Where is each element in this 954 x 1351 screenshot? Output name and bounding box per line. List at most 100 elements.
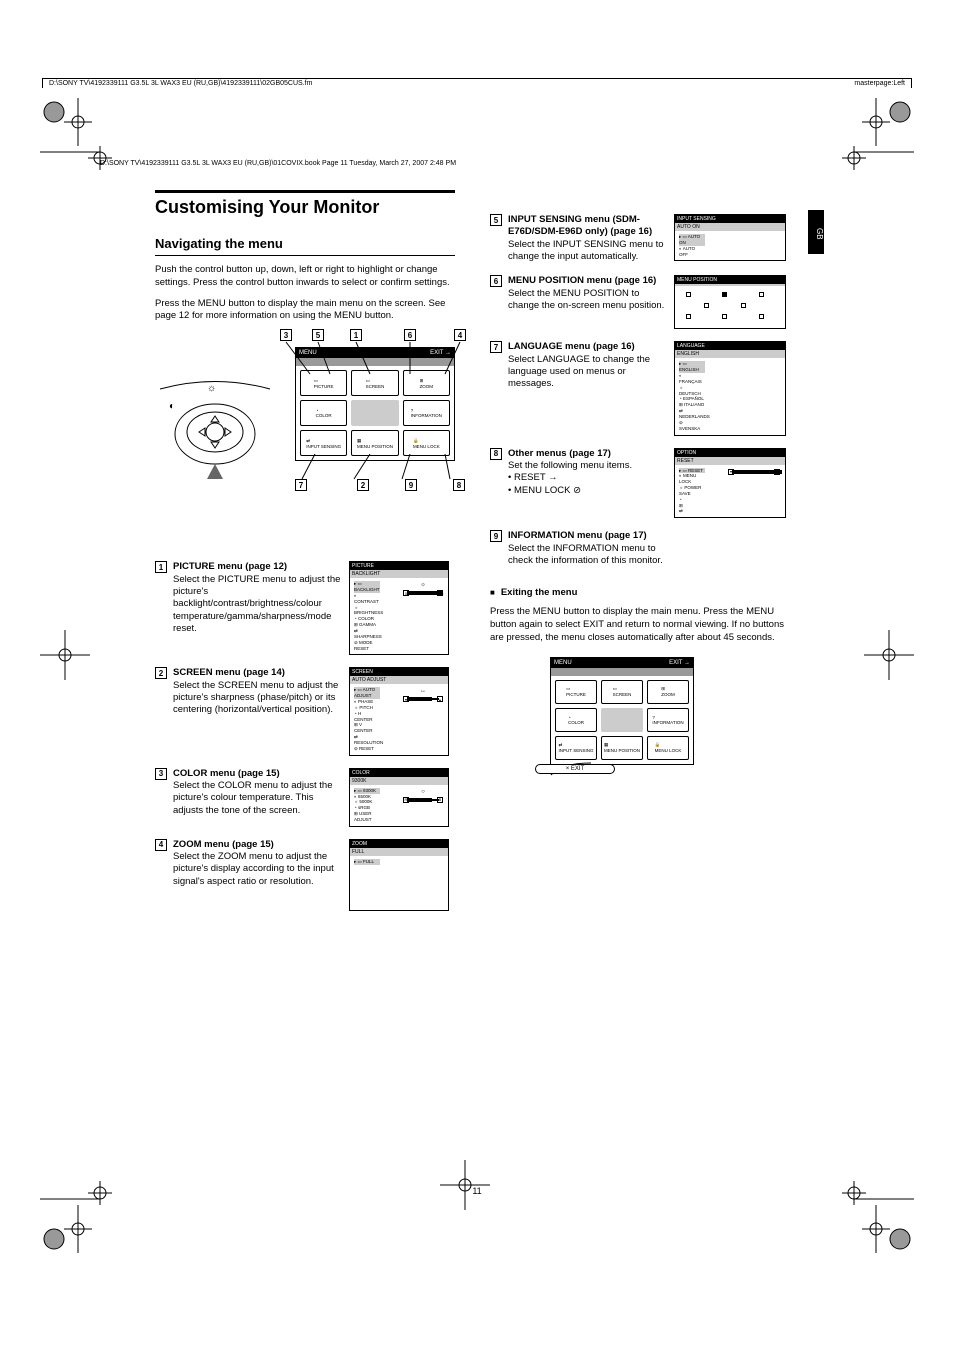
callout-5: 5 [312, 329, 324, 341]
mini-screen: PICTUREBACKLIGHT▸ ▭ BACKLIGHT ◐ CONTRAST… [349, 561, 449, 655]
step-text: INPUT SENSING menu (SDM-E76D/SDM-E96D on… [508, 214, 668, 263]
menu-cell-screen[interactable]: ▭SCREEN [351, 370, 398, 396]
mini-screen: MENU POSITION [674, 275, 786, 329]
right-column: 5 INPUT SENSING menu (SDM-E76D/SDM-E96D o… [490, 202, 790, 765]
menu-cell-language[interactable] [351, 400, 398, 426]
menu-cell-zoom[interactable]: ⊞ZOOM [403, 370, 450, 396]
callout-6: 6 [404, 329, 416, 341]
step-num: 3 [155, 768, 167, 780]
exit-menu-title: MENU EXIT → [551, 658, 693, 668]
mini-screen: OPTIONRESET▸ ▭ RESET ◐ MENU LOCK ☼ POWER… [674, 448, 786, 519]
left-column: Customising Your Monitor Navigating the … [155, 190, 455, 911]
mini-screen: ZOOMFULL▸ ▭ FULL [349, 839, 449, 911]
exit-cell[interactable]: ⇄INPUT SENSING [555, 736, 597, 760]
menu-cell-picture[interactable]: ▭PICTURE [300, 370, 347, 396]
diagram-area: 3 5 1 6 4 ◐ ☼ MENU EXIT → [155, 329, 455, 549]
exit-text: Press the MENU button to display the mai… [490, 606, 790, 644]
callouts-bottom: 7 2 9 8 [295, 479, 465, 491]
step-row-2: 2 SCREEN menu (page 14)Select the SCREEN … [155, 667, 455, 755]
joystick-icon: ◐ ☼ [155, 369, 275, 479]
side-tab-gb: GB [808, 210, 824, 254]
exit-cell[interactable]: ?INFORMATION [647, 708, 689, 732]
menu-cell-menupos[interactable]: ▦MENU POSITION [351, 430, 398, 456]
footer-file: D:\SONY TV\4192339111 G3.5L 3L WAX3 EU (… [100, 160, 456, 167]
menu-cell-info[interactable]: ?INFORMATION [403, 400, 450, 426]
callout-2: 2 [357, 479, 369, 491]
step-row-3: 3 COLOR menu (page 15)Select the COLOR me… [155, 768, 455, 827]
menu-grid: ▭PICTURE ▭SCREEN ⊞ZOOM ◔COLOR ?INFORMATI… [296, 366, 454, 460]
step-text: ZOOM menu (page 15)Select the ZOOM menu … [173, 839, 343, 888]
step-row-5: 5 INPUT SENSING menu (SDM-E76D/SDM-E96D o… [490, 214, 790, 263]
exit-cell[interactable]: ▦MENU POSITION [601, 736, 643, 760]
callouts-top: 3 5 1 6 4 [280, 329, 466, 341]
step-row-7: 7 LANGUAGE menu (page 16)Select LANGUAGE … [490, 341, 790, 435]
rule-thick [155, 190, 455, 193]
callout-7: 7 [295, 479, 307, 491]
menu-exit-hint: EXIT → [430, 350, 451, 356]
step-num: 1 [155, 561, 167, 573]
callout-1: 1 [350, 329, 362, 341]
menu-title: MENU [299, 350, 317, 356]
step-row-4: 4 ZOOM menu (page 15)Select the ZOOM menu… [155, 839, 455, 911]
callout-8: 8 [453, 479, 465, 491]
sub-heading: Navigating the menu [155, 236, 455, 251]
page-number: 11 [0, 1186, 954, 1196]
regmark-bottom-center [440, 1160, 490, 1210]
mini-screen: INPUT SENSINGAUTO ON▸ ▭ AUTO ON ◐ AUTO O… [674, 214, 786, 261]
step-num: 2 [155, 667, 167, 679]
menu-subbar [296, 358, 454, 366]
callout-3: 3 [280, 329, 292, 341]
regmark-mid-right [864, 630, 914, 680]
main-menu-screen: MENU EXIT → ▭PICTURE ▭SCREEN ⊞ZOOM ◔COLO… [295, 347, 455, 461]
mini-screen: LANGUAGEENGLISH▸ ▭ ENGLISH ◐ FRANÇAIS ☼ … [674, 341, 786, 435]
intro-p2: Press the MENU button to display the mai… [155, 298, 455, 324]
callout-9: 9 [405, 479, 417, 491]
header-file: D:\SONY TV\4192339111 G3.5L 3L WAX3 EU (… [49, 80, 312, 87]
exit-heading: Exiting the menu [501, 587, 578, 598]
step-text: COLOR menu (page 15)Select the COLOR men… [173, 768, 343, 817]
intro-p1: Push the control button up, down, left o… [155, 264, 455, 290]
mini-screen: SCREENAUTO ADJUST▸ ▭ AUTO ADJUST ◐ PHASE… [349, 667, 449, 755]
step-text: LANGUAGE menu (page 16)Select LANGUAGE t… [508, 341, 668, 390]
step-text: SCREEN menu (page 14)Select the SCREEN m… [173, 667, 343, 716]
main-heading: Customising Your Monitor [155, 197, 455, 218]
step-num: 4 [155, 839, 167, 851]
step-num: 9 [490, 530, 502, 542]
regmark-bottom-right [834, 1173, 914, 1253]
exit-button[interactable]: × EXIT [535, 764, 615, 774]
step-text: MENU POSITION menu (page 16)Select the M… [508, 275, 668, 312]
step-row-6: 6 MENU POSITION menu (page 16)Select the … [490, 275, 790, 329]
step-row-8: 8 Other menus (page 17)Set the following … [490, 448, 790, 519]
step-text: Other menus (page 17)Set the following m… [508, 448, 668, 497]
exit-cell[interactable]: ◔COLOR [555, 708, 597, 732]
header-masterpage: masterpage:Left [854, 80, 905, 87]
step-text: INFORMATION menu (page 17)Select the INF… [508, 530, 668, 567]
step-num: 7 [490, 341, 502, 353]
step-num: 5 [490, 214, 502, 226]
exit-cell[interactable]: 🔒MENU LOCK [647, 736, 689, 760]
rule-thin [155, 255, 455, 256]
step-row-9: 9 INFORMATION menu (page 17)Select the IN… [490, 530, 790, 567]
step-row-1: 1 PICTURE menu (page 12)Select the PICTUR… [155, 561, 455, 655]
menu-title-bar: MENU EXIT → [296, 348, 454, 358]
step-text: PICTURE menu (page 12)Select the PICTURE… [173, 561, 343, 635]
bullet-icon: ■ [490, 588, 495, 597]
menu-cell-input[interactable]: ⇄INPUT SENSING [300, 430, 347, 456]
exit-cell[interactable]: ▭PICTURE [555, 680, 597, 704]
menu-cell-lock[interactable]: 🔒MENU LOCK [403, 430, 450, 456]
regmark-top-right [834, 98, 914, 178]
svg-text:☼: ☼ [207, 383, 216, 394]
step-num: 8 [490, 448, 502, 460]
exit-cell[interactable] [601, 708, 643, 732]
mini-screen: COLOR9300K▸ ▭ 9300K ◐ 6500K ☼ 5000K ◔ sR… [349, 768, 449, 827]
page-header: D:\SONY TV\4192339111 G3.5L 3L WAX3 EU (… [42, 78, 912, 96]
step-num: 6 [490, 275, 502, 287]
regmark-bottom-left [40, 1173, 120, 1253]
callout-4: 4 [454, 329, 466, 341]
exit-cell[interactable]: ⊞ZOOM [647, 680, 689, 704]
menu-cell-color[interactable]: ◔COLOR [300, 400, 347, 426]
svg-text:◐: ◐ [169, 401, 175, 412]
exit-section: ■ Exiting the menu Press the MENU button … [490, 587, 790, 764]
exit-cell[interactable]: ▭SCREEN [601, 680, 643, 704]
regmark-mid-left [40, 630, 90, 680]
